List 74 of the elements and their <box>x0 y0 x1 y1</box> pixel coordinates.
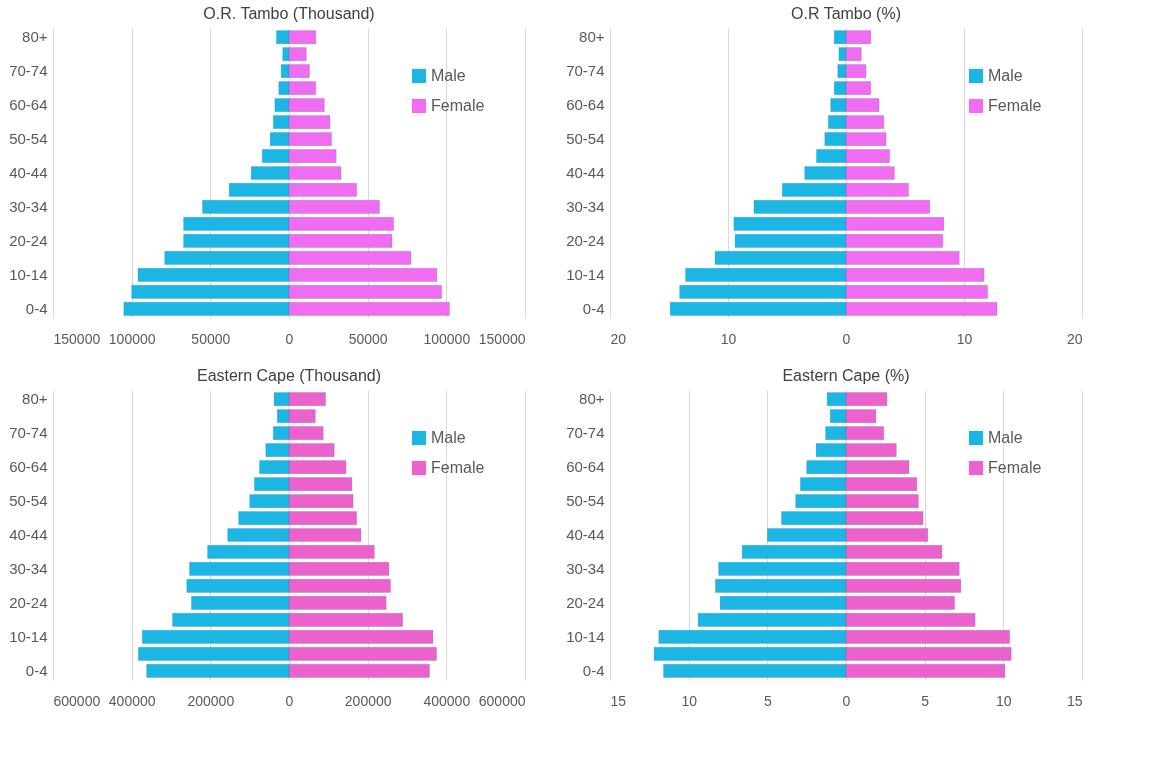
y-tick-label: 0-4 <box>25 661 48 679</box>
x-tick-label: 100000 <box>108 330 156 347</box>
x-tick-label: 100000 <box>423 330 471 347</box>
y-tick-label: 40-44 <box>9 526 48 543</box>
legend-label: Male <box>988 67 1023 84</box>
y-tick-label: 30-34 <box>9 197 48 215</box>
x-tick-label: 50000 <box>191 330 231 347</box>
x-tick-label: 10 <box>720 330 737 347</box>
legend-label: Male <box>988 429 1023 446</box>
legend-label: Female <box>988 459 1042 476</box>
chart-title: O.R. Tambo (Thousand) <box>203 5 375 22</box>
y-tick-label: 20-24 <box>9 231 48 249</box>
chart-title: Eastern Cape (%) <box>782 367 910 384</box>
chart-title: O.R Tambo (%) <box>791 5 901 22</box>
legend-label: Female <box>431 459 485 476</box>
y-tick-label: 80+ <box>579 28 605 46</box>
x-tick-label: 150000 <box>478 330 526 347</box>
x-tick-label: 150000 <box>53 330 101 347</box>
y-tick-label: 40-44 <box>566 164 605 181</box>
y-tick-label: 30-34 <box>566 559 605 577</box>
x-tick-label: 0 <box>285 330 294 347</box>
y-tick-label: 0-4 <box>25 299 48 317</box>
y-tick-label: 40-44 <box>9 164 48 181</box>
y-tick-label: 20-24 <box>566 593 605 611</box>
y-tick-label: 80+ <box>22 390 48 408</box>
y-tick-label: 50-54 <box>566 492 605 510</box>
y-tick-label: 60-64 <box>566 458 605 476</box>
legend-label: Male <box>431 67 466 84</box>
x-tick-label: 400000 <box>108 692 156 709</box>
x-tick-label: 0 <box>285 692 294 709</box>
x-tick-label: 600000 <box>478 692 526 709</box>
y-tick-label: 70-74 <box>9 62 48 80</box>
y-tick-label: 20-24 <box>9 593 48 611</box>
x-tick-label: 10 <box>956 330 973 347</box>
chart-title: Eastern Cape (Thousand) <box>196 367 382 384</box>
x-tick-label: 400000 <box>423 692 471 709</box>
x-tick-label: 10 <box>681 692 698 709</box>
y-tick-label: 10-14 <box>566 627 605 645</box>
y-tick-label: 20-24 <box>566 231 605 249</box>
y-tick-label: 70-74 <box>566 424 605 442</box>
x-tick-label: 0 <box>842 692 851 709</box>
y-tick-label: 0-4 <box>582 661 605 679</box>
x-tick-label: 10 <box>996 692 1012 709</box>
x-tick-label: 600000 <box>53 692 101 709</box>
x-tick-label: 15 <box>610 692 627 709</box>
legend-label: Male <box>431 429 466 446</box>
y-tick-label: 80+ <box>22 28 48 46</box>
legend-label: Female <box>988 97 1042 114</box>
y-tick-label: 0-4 <box>582 299 605 317</box>
y-tick-label: 70-74 <box>566 62 605 80</box>
x-tick-label: 15 <box>1066 692 1083 709</box>
y-tick-label: 50-54 <box>566 130 605 148</box>
y-tick-label: 10-14 <box>566 265 605 283</box>
y-tick-label: 30-34 <box>566 197 605 215</box>
y-tick-label: 80+ <box>579 390 605 408</box>
y-tick-label: 60-64 <box>9 96 48 114</box>
x-tick-label: 5 <box>763 692 772 709</box>
y-tick-label: 40-44 <box>566 526 605 543</box>
y-tick-label: 30-34 <box>9 559 48 577</box>
legend-label: Female <box>431 97 485 114</box>
x-tick-label: 0 <box>842 330 851 347</box>
y-tick-label: 60-64 <box>9 458 48 476</box>
x-tick-label: 20 <box>610 330 627 347</box>
y-tick-label: 50-54 <box>9 492 48 510</box>
y-tick-label: 70-74 <box>9 424 48 442</box>
y-tick-label: 60-64 <box>566 96 605 114</box>
x-tick-label: 5 <box>921 692 930 709</box>
y-tick-label: 10-14 <box>9 627 48 645</box>
x-tick-label: 200000 <box>187 692 235 709</box>
x-tick-label: 20 <box>1066 330 1083 347</box>
x-tick-label: 50000 <box>348 330 388 347</box>
y-tick-label: 10-14 <box>9 265 48 283</box>
x-tick-label: 200000 <box>344 692 392 709</box>
y-tick-label: 50-54 <box>9 130 48 148</box>
